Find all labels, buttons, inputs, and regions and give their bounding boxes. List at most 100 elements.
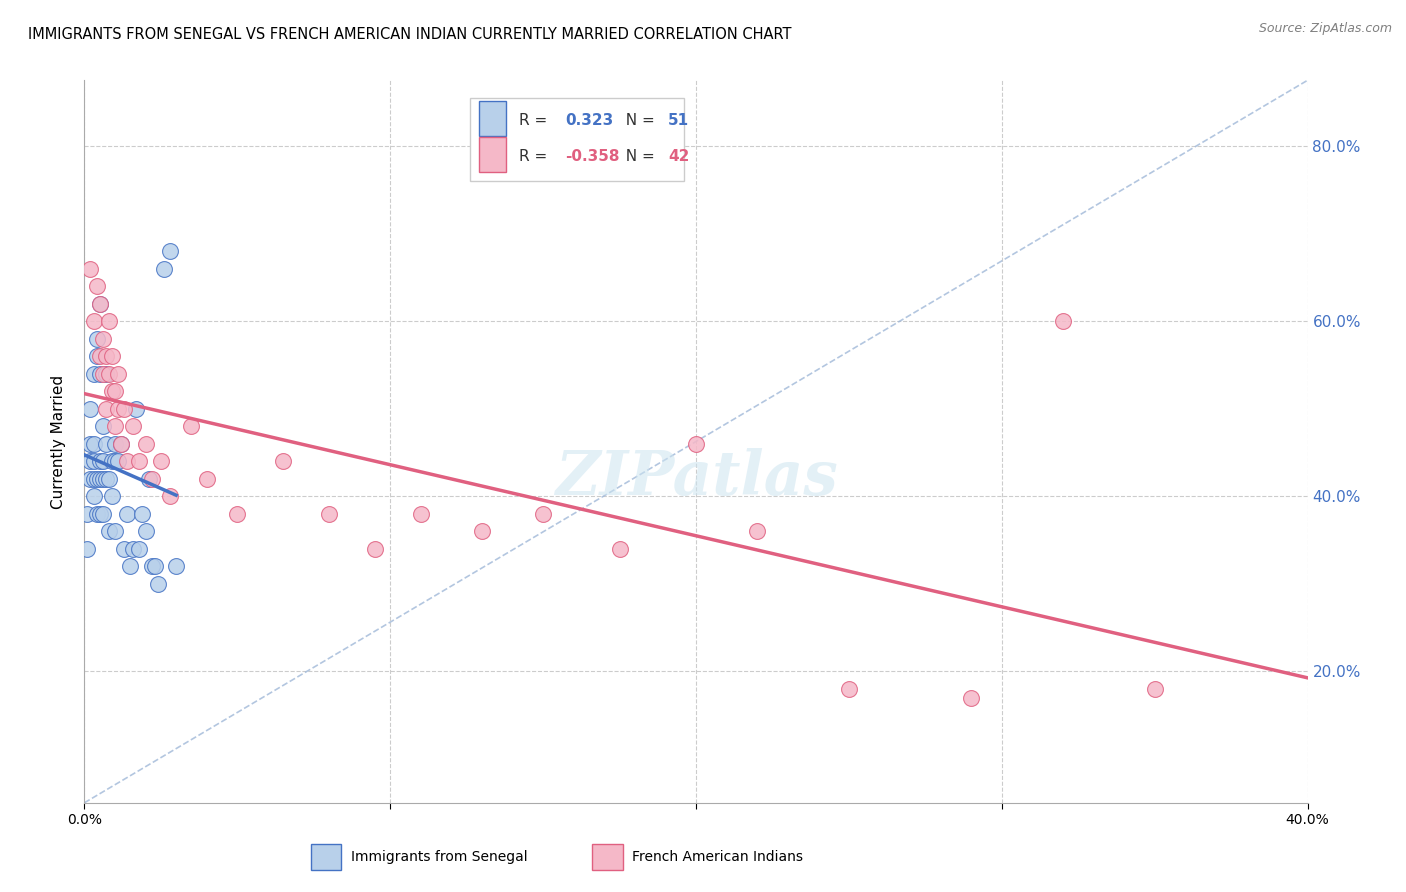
Point: [318, 507, 340, 521]
Point: [94, 472, 117, 486]
Point: [86, 349, 108, 363]
Point: [153, 261, 176, 276]
Bar: [479, 137, 506, 172]
Text: -0.358: -0.358: [565, 149, 620, 163]
Point: [364, 541, 387, 556]
Point: [89, 367, 111, 381]
Point: [471, 524, 494, 539]
Bar: [592, 844, 623, 870]
Text: ZIPatlas: ZIPatlas: [554, 448, 838, 508]
Point: [91, 332, 114, 346]
Point: [1143, 681, 1166, 696]
Point: [94, 401, 117, 416]
Text: French American Indians: French American Indians: [633, 850, 803, 864]
Point: [97, 472, 120, 486]
Point: [747, 524, 769, 539]
Point: [122, 541, 145, 556]
Point: [83, 489, 105, 503]
Point: [76, 507, 98, 521]
Point: [143, 559, 166, 574]
Point: [101, 349, 124, 363]
Point: [104, 454, 127, 468]
Point: [135, 524, 157, 539]
Point: [120, 559, 142, 574]
Point: [149, 454, 172, 468]
Point: [91, 507, 114, 521]
Point: [86, 507, 108, 521]
Point: [138, 472, 160, 486]
Point: [838, 681, 860, 696]
Text: Source: ZipAtlas.com: Source: ZipAtlas.com: [1258, 22, 1392, 36]
Point: [89, 472, 111, 486]
Point: [79, 261, 101, 276]
Point: [89, 454, 111, 468]
Point: [83, 454, 105, 468]
Point: [1052, 314, 1074, 328]
Point: [141, 559, 163, 574]
Point: [115, 454, 138, 468]
Point: [104, 384, 127, 399]
FancyBboxPatch shape: [470, 98, 683, 181]
Text: N =: N =: [616, 112, 659, 128]
Point: [76, 541, 98, 556]
Text: R =: R =: [519, 112, 551, 128]
Point: [86, 472, 108, 486]
Point: [104, 436, 127, 450]
Point: [79, 401, 101, 416]
Point: [91, 472, 114, 486]
Point: [94, 349, 117, 363]
Point: [79, 472, 101, 486]
Point: [107, 401, 129, 416]
Point: [609, 541, 631, 556]
Point: [531, 507, 554, 521]
Point: [94, 436, 117, 450]
Point: [101, 384, 124, 399]
Point: [86, 332, 108, 346]
Point: [146, 577, 169, 591]
Point: [110, 436, 132, 450]
Point: [125, 401, 148, 416]
Point: [226, 507, 249, 521]
Point: [83, 436, 105, 450]
Text: 0.323: 0.323: [565, 112, 613, 128]
Point: [128, 454, 150, 468]
Point: [165, 559, 187, 574]
Point: [97, 314, 120, 328]
Point: [83, 314, 105, 328]
Text: N =: N =: [616, 149, 659, 163]
Point: [195, 472, 218, 486]
Point: [131, 507, 153, 521]
Point: [112, 541, 135, 556]
Bar: [479, 101, 506, 136]
Point: [104, 524, 127, 539]
Point: [180, 419, 202, 434]
Point: [91, 367, 114, 381]
Point: [89, 296, 111, 310]
Point: [122, 419, 145, 434]
Point: [112, 401, 135, 416]
Point: [159, 489, 181, 503]
Point: [104, 419, 127, 434]
Point: [159, 244, 181, 258]
Point: [107, 454, 129, 468]
Point: [128, 541, 150, 556]
Point: [101, 489, 124, 503]
Point: [141, 472, 163, 486]
Text: Immigrants from Senegal: Immigrants from Senegal: [352, 850, 527, 864]
Point: [685, 436, 707, 450]
Point: [89, 507, 111, 521]
Point: [409, 507, 432, 521]
Point: [271, 454, 294, 468]
Text: R =: R =: [519, 149, 551, 163]
Point: [115, 507, 138, 521]
Point: [83, 367, 105, 381]
Text: 42: 42: [668, 149, 689, 163]
Point: [94, 367, 117, 381]
Point: [89, 296, 111, 310]
Point: [89, 349, 111, 363]
Y-axis label: Currently Married: Currently Married: [51, 375, 66, 508]
Point: [110, 436, 132, 450]
Point: [83, 472, 105, 486]
Text: 51: 51: [668, 112, 689, 128]
Point: [79, 454, 101, 468]
